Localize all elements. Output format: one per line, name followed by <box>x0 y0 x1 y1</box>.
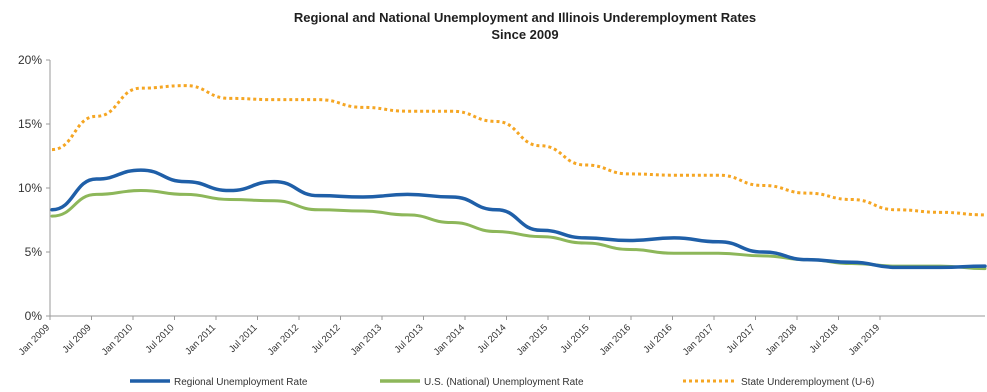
x-tick-label: Jan 2010 <box>100 322 135 357</box>
legend-label: Regional Unemployment Rate <box>174 377 308 388</box>
x-tick-label: Jul 2017 <box>724 322 757 355</box>
x-tick-label: Jan 2015 <box>515 322 550 357</box>
x-tick-label: Jan 2013 <box>349 322 384 357</box>
x-tick-label: Jan 2016 <box>598 322 633 357</box>
y-tick-label: 10% <box>18 181 42 195</box>
x-tick-label: Jan 2017 <box>681 322 716 357</box>
legend: Regional Unemployment Rate U.S. (National… <box>130 377 874 388</box>
x-tick-label: Jul 2014 <box>475 322 508 355</box>
x-tick-label: Jul 2018 <box>807 322 840 355</box>
series-layer <box>50 84 987 271</box>
x-tick-label: Jan 2012 <box>266 322 301 357</box>
x-tick-label: Jan 2018 <box>764 322 799 357</box>
series-line-1 <box>50 168 987 270</box>
legend-label: U.S. (National) Unemployment Rate <box>424 377 584 388</box>
x-tick-label: Jul 2011 <box>227 322 260 355</box>
x-tick-label: Jan 2019 <box>847 322 882 357</box>
x-tick-label: Jan 2014 <box>432 322 467 357</box>
series-line-3 <box>51 84 986 217</box>
x-tick-label: Jul 2009 <box>60 322 93 355</box>
x-tick-label: Jul 2010 <box>143 322 176 355</box>
chart-subtitle: Since 2009 <box>491 27 558 42</box>
axes: 0%5%10%15%20%Jan 2009 Jul 2009 Jan 2010 Jul… <box>17 53 985 358</box>
legend-label: State Underemployment (U-6) <box>741 377 874 388</box>
y-tick-label: 20% <box>18 53 42 67</box>
y-tick-label: 5% <box>25 245 43 259</box>
x-tick-label: Jul 2012 <box>309 322 342 355</box>
chart-title: Regional and National Unemployment and I… <box>294 10 756 25</box>
x-tick-label: Jul 2015 <box>558 322 591 355</box>
x-tick-label: Jan 2011 <box>183 322 218 357</box>
x-tick-label: Jul 2016 <box>641 322 674 355</box>
x-tick-label: Jan 2009 <box>17 322 52 357</box>
y-tick-label: 0% <box>25 309 43 323</box>
y-tick-label: 15% <box>18 117 42 131</box>
x-tick-label: Jul 2013 <box>392 322 425 355</box>
series-line-2 <box>50 189 987 271</box>
